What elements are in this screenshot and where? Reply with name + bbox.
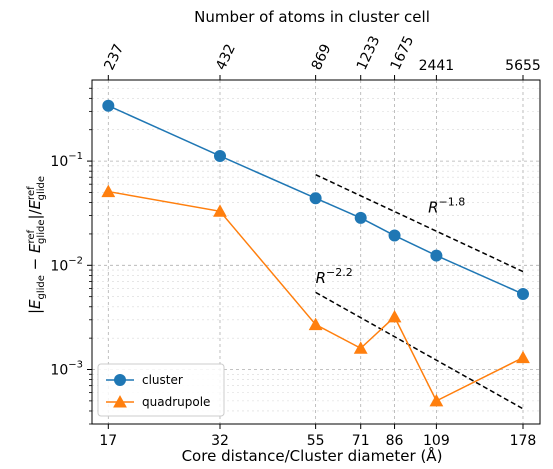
x-tick-label: 109 [423,433,450,449]
y-tick-label: 10−3 [50,360,83,379]
cluster-point [102,99,115,112]
cluster-point [354,211,367,224]
top-tick-label: 1675 [388,34,418,73]
x-tick-label: 71 [352,433,370,449]
x-axis-title: Core distance/Cluster diameter (Å) [182,446,443,465]
cluster-point [114,374,126,386]
cluster-point [213,149,226,162]
quadrupole-point [429,393,444,407]
series-layer [101,99,530,407]
quadrupole-point [101,184,116,198]
quadrupole-point [308,317,323,331]
legend-box [97,363,225,417]
top-axis-title: Number of atoms in cluster cell [194,8,430,26]
svg-text:|Eglide − Erefglide|/Erefglide: |Eglide − Erefglide|/Erefglide [26,176,47,314]
top-tick-label: 1233 [354,34,384,73]
y-tick-label: 10−1 [50,151,83,170]
x-tick-label: 32 [211,433,229,449]
x-tick-label: 178 [510,433,537,449]
top-tick-label: 432 [213,42,239,73]
x-tick-label: 17 [99,433,117,449]
reference-line-label: R−2.2 [316,266,353,287]
reference-lines: R−1.8 R−2.2 [315,174,524,410]
cluster-point [430,249,443,262]
top-tick-label: 5655 [505,58,541,74]
quadrupole-point [516,350,530,364]
legend-label: cluster [142,373,183,387]
reference-line [315,291,524,410]
top-tick-label: 869 [309,42,335,73]
quadrupole-point [353,341,368,354]
x-tick-label: 86 [386,433,404,449]
x-tick-label: 55 [307,433,325,449]
legend-label: quadrupole [142,395,210,409]
top-tick-label: 237 [101,42,127,73]
quadrupole-point [387,309,402,323]
cluster-point [388,229,401,242]
ticks-layer: 17 32 55 71 86 109 178 237 432 869 1233 1675 2441 565… [50,34,540,449]
cluster-point [516,288,529,301]
cluster-point [309,192,322,205]
top-tick-label: 2441 [419,58,455,74]
reference-line-label: R−1.8 [428,196,465,217]
reference-line [315,174,524,273]
y-axis-title: |Eglide − Erefglide|/Erefglide [26,176,47,314]
quadrupole-point [113,395,127,408]
quadrupole-point [213,204,227,217]
y-tick-label: 10−2 [50,255,83,274]
legend: cluster quadrupole [97,363,225,417]
